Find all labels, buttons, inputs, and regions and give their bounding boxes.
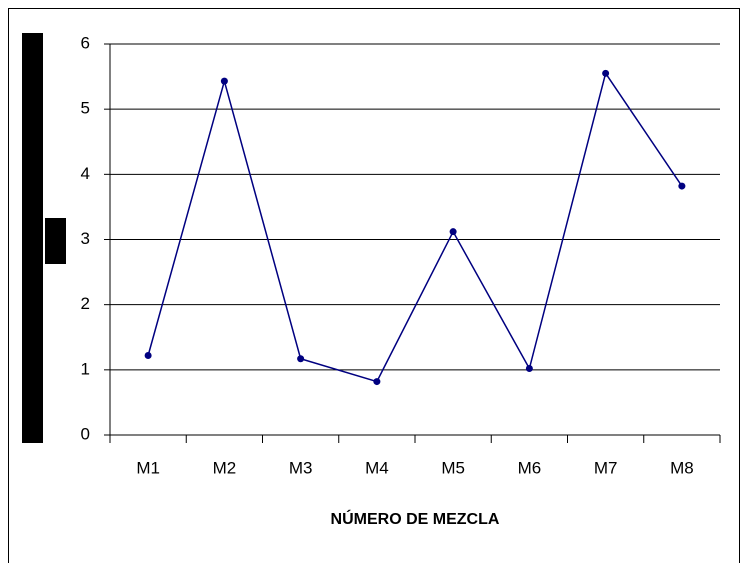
y-tick-label: 2 bbox=[81, 294, 90, 313]
chart-border bbox=[8, 8, 740, 563]
marker bbox=[297, 355, 305, 363]
x-tick-label: M7 bbox=[594, 458, 618, 477]
x-tick-label: M6 bbox=[518, 458, 542, 477]
x-axis-title: NÚMERO DE MEZCLA bbox=[331, 509, 500, 528]
marker bbox=[373, 378, 381, 386]
marker bbox=[449, 228, 457, 236]
marker bbox=[220, 77, 228, 85]
redaction bbox=[22, 33, 43, 443]
y-tick-label: 5 bbox=[81, 99, 90, 118]
y-tick-label: 0 bbox=[81, 424, 90, 443]
y-tick-label: 4 bbox=[81, 164, 90, 183]
x-tick-label: M8 bbox=[670, 458, 694, 477]
line bbox=[147, 71, 683, 383]
x-tick-label: M4 bbox=[365, 458, 389, 477]
x-tick-label: M3 bbox=[289, 458, 313, 477]
x-tick-label: M5 bbox=[441, 458, 465, 477]
marker bbox=[602, 69, 610, 77]
x-tick-label: M1 bbox=[136, 458, 160, 477]
redaction bbox=[45, 218, 66, 264]
y-tick-label: 1 bbox=[81, 359, 90, 378]
marker bbox=[144, 351, 152, 359]
marker bbox=[525, 365, 533, 373]
y-tick-label: 3 bbox=[81, 229, 90, 248]
y-tick-label: 6 bbox=[81, 33, 90, 52]
x-tick-label: M2 bbox=[213, 458, 237, 477]
marker bbox=[678, 182, 686, 190]
